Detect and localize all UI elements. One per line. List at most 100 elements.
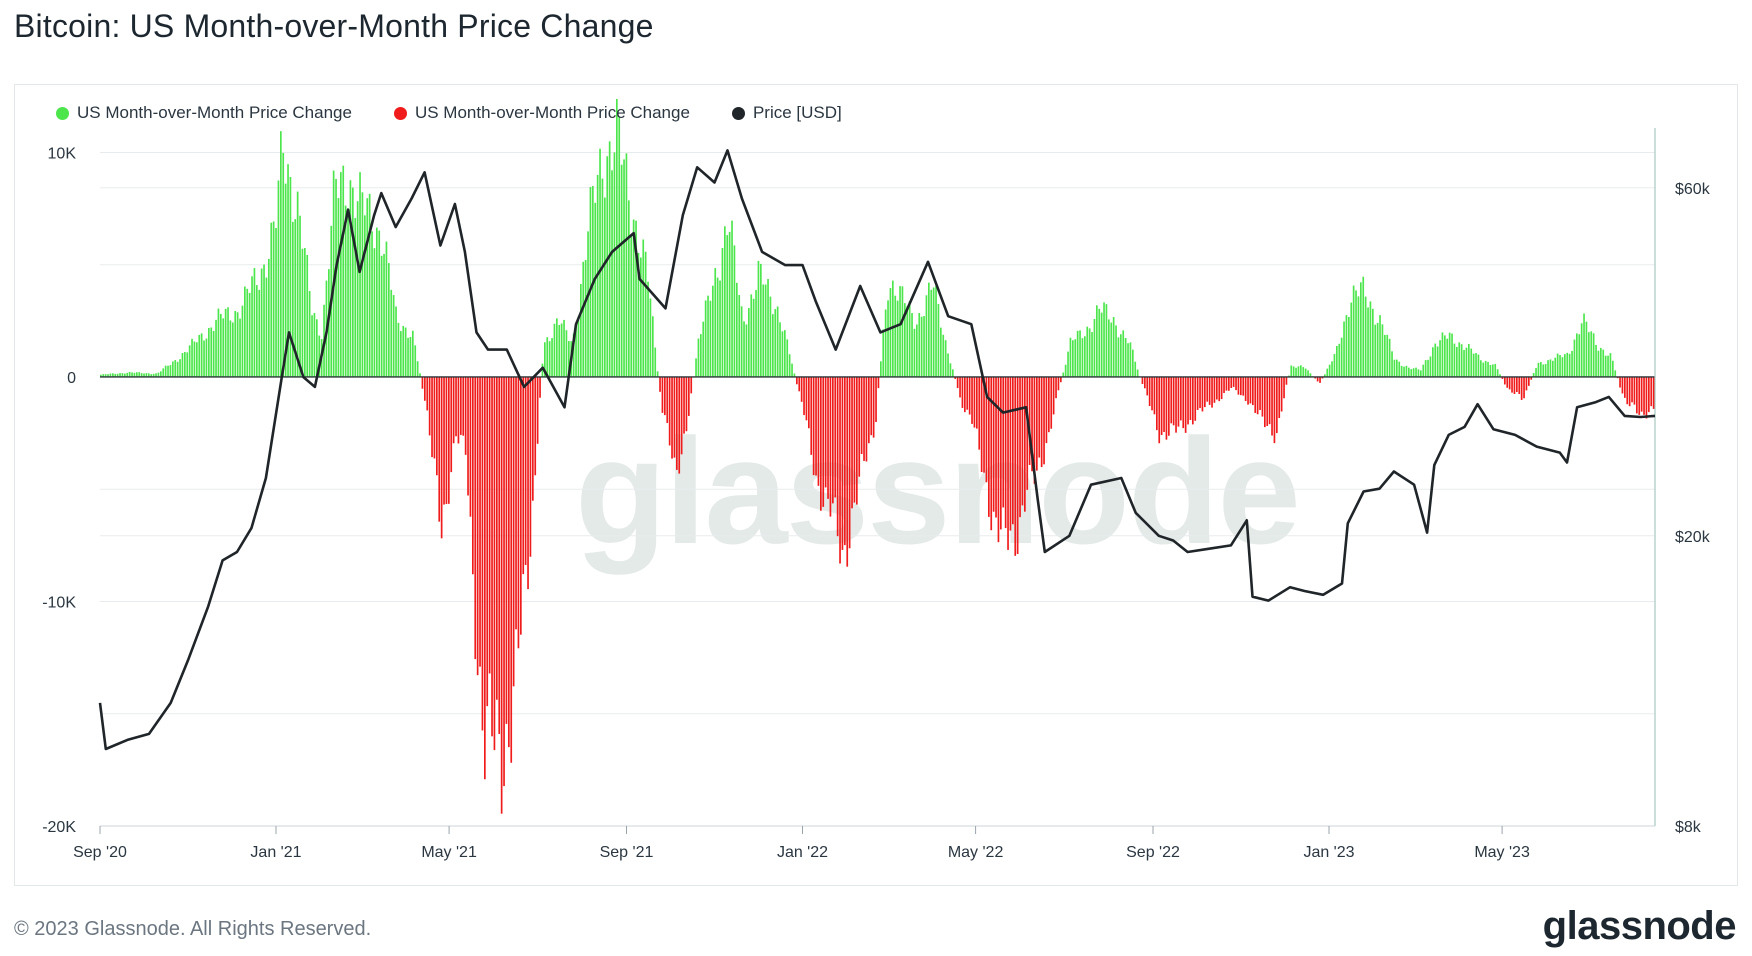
bar-positive (1391, 351, 1393, 377)
bar-negative (1151, 376, 1153, 411)
bar-negative (1060, 376, 1062, 383)
bar-positive (880, 361, 882, 377)
bar-negative (978, 376, 981, 450)
bar-positive (244, 286, 246, 377)
bar-positive (1556, 353, 1559, 377)
bar-negative (822, 376, 825, 507)
bar-positive (126, 372, 129, 377)
bar-positive (594, 202, 597, 377)
bar-positive (169, 365, 172, 377)
bar-negative (448, 376, 450, 504)
bar-positive (1422, 364, 1425, 377)
bar-negative (1232, 376, 1235, 387)
legend-item-positive[interactable]: US Month-over-Month Price Change (56, 103, 352, 123)
bar-negative (443, 376, 445, 505)
bar-negative (844, 376, 846, 546)
bar-positive (1352, 285, 1355, 377)
bar-positive (335, 178, 337, 377)
bar-positive (390, 289, 393, 377)
bar-negative (868, 376, 870, 444)
bar-positive (632, 219, 635, 377)
bar-positive (1086, 326, 1089, 377)
bar-positive (1364, 296, 1367, 377)
bar-positive (1499, 374, 1501, 377)
bar-positive (164, 365, 167, 377)
bar-positive (649, 298, 652, 377)
bar-positive (1453, 343, 1456, 377)
bar-negative (875, 376, 877, 423)
bar-positive (930, 289, 933, 377)
bar-positive (371, 231, 373, 377)
bar-negative (1146, 376, 1149, 396)
bar-negative (1045, 376, 1048, 444)
bar-positive (196, 342, 198, 377)
bar-negative (529, 376, 532, 557)
bar-positive (1360, 282, 1362, 377)
bar-positive (1132, 349, 1134, 377)
bar-positive (916, 324, 918, 377)
bar-positive (251, 276, 253, 377)
bar-negative (1218, 376, 1221, 402)
bar-negative (1184, 376, 1187, 433)
bar-positive (208, 327, 210, 377)
bar-positive (1328, 364, 1331, 377)
bar-negative (1163, 376, 1165, 433)
bar-negative (1520, 376, 1523, 400)
bar-positive (270, 222, 273, 377)
legend-item-price[interactable]: Price [USD] (731, 103, 842, 123)
y-right-tick-label: $8k (1675, 819, 1702, 836)
bar-negative (856, 376, 858, 505)
bar-negative (426, 376, 429, 411)
bar-positive (1348, 316, 1350, 377)
bar-negative (1038, 376, 1041, 458)
bar-positive (407, 337, 409, 377)
bar-positive (378, 230, 381, 377)
bar-positive (1386, 334, 1389, 377)
bar-positive (1388, 338, 1391, 377)
bar-negative (1528, 376, 1530, 386)
bar-positive (1456, 346, 1458, 377)
bar-positive (289, 176, 292, 377)
bar-positive (913, 328, 916, 377)
bar-positive (932, 287, 935, 377)
bar-negative (428, 376, 431, 436)
bar-negative (1619, 376, 1621, 388)
bar-positive (1100, 312, 1103, 377)
legend-item-negative[interactable]: US Month-over-Month Price Change (393, 103, 690, 123)
bar-negative (462, 376, 465, 436)
bar-positive (740, 306, 743, 377)
bar-negative (832, 376, 834, 504)
bar-positive (1381, 324, 1384, 377)
bar-positive (1580, 323, 1583, 377)
legend-dot-positive (56, 106, 69, 120)
x-tick-label: May '21 (421, 844, 477, 861)
bar-positive (1465, 347, 1468, 377)
bar-positive (102, 374, 105, 377)
bar-positive (265, 277, 268, 377)
bar-positive (1408, 367, 1410, 377)
bar-positive (908, 301, 911, 377)
x-tick-label: May '22 (948, 844, 1004, 861)
bar-positive (287, 164, 289, 377)
bar-positive (1084, 336, 1086, 377)
bar-positive (714, 268, 717, 377)
bar-negative (1621, 376, 1624, 394)
bar-negative (1031, 376, 1033, 472)
bar-positive (695, 358, 697, 377)
bar-positive (637, 252, 640, 377)
bar-positive (652, 316, 654, 377)
bar-negative (1228, 376, 1230, 391)
bar-positive (949, 363, 952, 377)
bar-negative (472, 376, 474, 575)
bar-negative (1237, 376, 1240, 395)
bar-negative (688, 376, 690, 416)
bar-positive (200, 333, 203, 377)
bar-negative (664, 376, 666, 416)
bar-negative (1225, 376, 1228, 391)
copyright-text: © 2023 Glassnode. All Rights Reserved. (14, 918, 372, 940)
bar-negative (476, 376, 479, 676)
bar-negative (983, 376, 985, 473)
bar-positive (889, 288, 892, 377)
bar-positive (282, 152, 285, 377)
bar-positive (414, 345, 417, 377)
